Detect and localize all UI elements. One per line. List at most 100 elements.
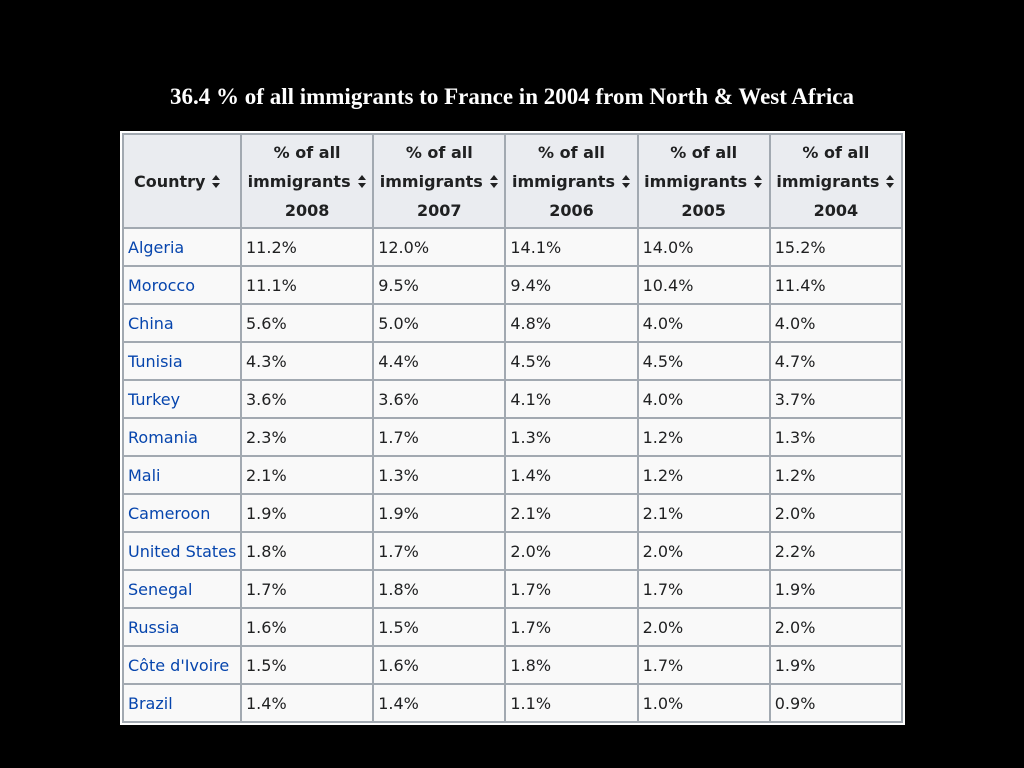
percentage-cell: 1.3% xyxy=(504,417,639,457)
table-row: Russia 1.6% 1.5% 1.7% 2.0% 2.0% xyxy=(122,607,904,647)
country-link[interactable]: Russia xyxy=(122,607,242,647)
percentage-cell: 4.7% xyxy=(768,341,904,381)
table-row: Algeria 11.2% 12.0% 14.1% 14.0% 15.2% xyxy=(122,227,904,267)
column-header-label: % of all xyxy=(273,142,341,162)
country-link[interactable]: United States xyxy=(122,531,242,571)
percentage-cell: 4.1% xyxy=(504,379,639,419)
percentage-cell: 1.3% xyxy=(372,455,507,495)
percentage-cell: 11.2% xyxy=(239,227,375,267)
table-row: Mali 2.1% 1.3% 1.4% 1.2% 1.2% xyxy=(122,455,904,495)
sort-updown-icon[interactable] xyxy=(211,174,221,189)
country-link[interactable]: Tunisia xyxy=(122,341,242,381)
column-header-label: immigrants xyxy=(379,171,483,191)
percentage-cell: 4.0% xyxy=(636,379,771,419)
column-header-country[interactable]: Country xyxy=(122,133,242,229)
percentage-cell: 0.9% xyxy=(768,683,904,723)
percentage-cell: 2.3% xyxy=(239,417,375,457)
percentage-cell: 1.5% xyxy=(372,607,507,647)
sort-updown-icon[interactable] xyxy=(885,175,895,189)
country-link[interactable]: Côte d'Ivoire xyxy=(122,645,242,685)
percentage-cell: 2.1% xyxy=(239,455,375,495)
percentage-cell: 3.6% xyxy=(239,379,375,419)
table-row: Tunisia 4.3% 4.4% 4.5% 4.5% 4.7% xyxy=(122,341,904,381)
percentage-cell: 1.7% xyxy=(239,569,375,609)
percentage-cell: 5.6% xyxy=(239,303,375,343)
table-body: Algeria 11.2% 12.0% 14.1% 14.0% 15.2% Morocco 1… xyxy=(122,227,904,723)
percentage-cell: 2.1% xyxy=(636,493,771,533)
percentage-cell: 1.2% xyxy=(768,455,904,495)
percentage-cell: 3.6% xyxy=(372,379,507,419)
percentage-cell: 9.5% xyxy=(372,265,507,305)
percentage-cell: 2.0% xyxy=(768,493,904,533)
percentage-cell: 1.0% xyxy=(636,683,771,723)
percentage-cell: 1.8% xyxy=(372,569,507,609)
percentage-cell: 15.2% xyxy=(768,227,904,267)
column-header-2004[interactable]: % of all immigrants 2004 xyxy=(768,133,904,229)
table-frame: Country % of all immigrants 2008 % of al… xyxy=(120,131,905,725)
column-header-label: % of all xyxy=(405,142,473,162)
percentage-cell: 1.7% xyxy=(372,417,507,457)
table-row: Turkey 3.6% 3.6% 4.1% 4.0% 3.7% xyxy=(122,379,904,419)
column-header-year: 2007 xyxy=(417,200,462,220)
percentage-cell: 1.8% xyxy=(504,645,639,685)
column-header-year: 2008 xyxy=(284,200,330,220)
sort-updown-icon[interactable] xyxy=(621,175,631,189)
country-link[interactable]: Senegal xyxy=(122,569,242,609)
percentage-cell: 14.0% xyxy=(636,227,771,267)
percentage-cell: 1.5% xyxy=(239,645,375,685)
table-row: Brazil 1.4% 1.4% 1.1% 1.0% 0.9% xyxy=(122,683,904,723)
country-link[interactable]: Brazil xyxy=(122,683,242,723)
country-link[interactable]: Romania xyxy=(122,417,242,457)
percentage-cell: 2.0% xyxy=(768,607,904,647)
percentage-cell: 1.9% xyxy=(372,493,507,533)
sort-updown-icon[interactable] xyxy=(357,175,367,189)
column-header-2006[interactable]: % of all immigrants 2006 xyxy=(504,133,639,229)
percentage-cell: 12.0% xyxy=(372,227,507,267)
percentage-cell: 1.7% xyxy=(504,607,639,647)
table-row: Côte d'Ivoire 1.5% 1.6% 1.8% 1.7% 1.9% xyxy=(122,645,904,685)
percentage-cell: 5.0% xyxy=(372,303,507,343)
table-header-row: Country % of all immigrants 2008 % of al… xyxy=(122,133,904,229)
sort-updown-icon[interactable] xyxy=(489,175,499,189)
percentage-cell: 2.0% xyxy=(636,531,771,571)
country-link[interactable]: Cameroon xyxy=(122,493,242,533)
percentage-cell: 1.8% xyxy=(239,531,375,571)
column-header-2005[interactable]: % of all immigrants 2005 xyxy=(636,133,771,229)
country-link[interactable]: Morocco xyxy=(122,265,242,305)
country-link[interactable]: Mali xyxy=(122,455,242,495)
percentage-cell: 2.1% xyxy=(504,493,639,533)
column-header-2007[interactable]: % of all immigrants 2007 xyxy=(372,133,507,229)
column-header-year: 2006 xyxy=(549,200,594,220)
country-link[interactable]: China xyxy=(122,303,242,343)
percentage-cell: 1.7% xyxy=(504,569,639,609)
column-header-label: % of all xyxy=(802,142,870,162)
percentage-cell: 1.4% xyxy=(372,683,507,723)
percentage-cell: 1.7% xyxy=(372,531,507,571)
percentage-cell: 1.4% xyxy=(504,455,639,495)
percentage-cell: 4.4% xyxy=(372,341,507,381)
percentage-cell: 2.0% xyxy=(636,607,771,647)
immigration-table: Country % of all immigrants 2008 % of al… xyxy=(122,133,904,723)
percentage-cell: 2.2% xyxy=(768,531,904,571)
percentage-cell: 9.4% xyxy=(504,265,639,305)
percentage-cell: 4.8% xyxy=(504,303,639,343)
sort-updown-icon[interactable] xyxy=(753,175,763,189)
percentage-cell: 1.3% xyxy=(768,417,904,457)
country-link[interactable]: Turkey xyxy=(122,379,242,419)
column-header-year: 2005 xyxy=(681,200,726,220)
slide-title: 36.4 % of all immigrants to France in 20… xyxy=(170,84,854,109)
column-header-label: Country xyxy=(134,172,206,191)
column-header-label: immigrants xyxy=(644,171,748,191)
column-header-label: % of all xyxy=(538,142,605,162)
percentage-cell: 1.6% xyxy=(239,607,375,647)
column-header-2008[interactable]: % of all immigrants 2008 xyxy=(239,133,375,229)
percentage-cell: 11.1% xyxy=(239,265,375,305)
percentage-cell: 1.1% xyxy=(504,683,639,723)
percentage-cell: 1.2% xyxy=(636,417,771,457)
country-link[interactable]: Algeria xyxy=(122,227,242,267)
percentage-cell: 2.0% xyxy=(504,531,639,571)
percentage-cell: 14.1% xyxy=(504,227,639,267)
percentage-cell: 4.3% xyxy=(239,341,375,381)
percentage-cell: 10.4% xyxy=(636,265,771,305)
